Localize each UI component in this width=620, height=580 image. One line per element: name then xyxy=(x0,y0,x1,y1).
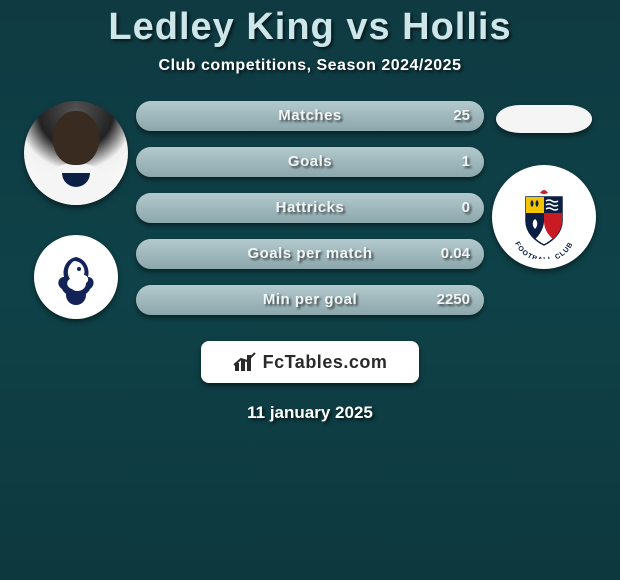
stats-list: Matches25 Goals1 Hattricks0 Goals per match… xyxy=(136,101,484,315)
stat-value-right: 25 xyxy=(453,101,470,131)
left-column xyxy=(16,101,136,319)
stat-label: Hattricks xyxy=(136,193,484,223)
club2-logo: TAMWORTH FOOTBALL CLUB xyxy=(492,165,596,269)
player2-avatar xyxy=(496,105,592,133)
svg-text:TAMWORTH: TAMWORTH xyxy=(512,175,576,177)
main-row: Matches25 Goals1 Hattricks0 Goals per match… xyxy=(0,101,620,319)
bar-chart-icon xyxy=(233,351,257,373)
stat-value-right: 0.04 xyxy=(441,239,470,269)
stat-row: Min per goal2250 xyxy=(136,285,484,315)
page-title: Ledley King vs Hollis xyxy=(108,6,511,49)
stat-label: Min per goal xyxy=(136,285,484,315)
page-root: Ledley King vs Hollis Club competitions,… xyxy=(0,0,620,580)
stat-row: Goals1 xyxy=(136,147,484,177)
tamworth-crest-icon: TAMWORTH FOOTBALL CLUB xyxy=(504,175,584,259)
stat-label: Goals per match xyxy=(136,239,484,269)
stat-row: Matches25 xyxy=(136,101,484,131)
club1-logo xyxy=(34,235,118,319)
stat-value-right: 1 xyxy=(462,147,470,177)
stat-label: Matches xyxy=(136,101,484,131)
brand-text: FcTables.com xyxy=(263,352,388,373)
stat-row: Hattricks0 xyxy=(136,193,484,223)
stat-value-right: 2250 xyxy=(437,285,470,315)
date-text: 11 january 2025 xyxy=(247,403,373,423)
player1-avatar xyxy=(24,101,128,205)
stat-row: Goals per match0.04 xyxy=(136,239,484,269)
cockerel-icon xyxy=(46,247,106,307)
stat-label: Goals xyxy=(136,147,484,177)
stat-value-right: 0 xyxy=(462,193,470,223)
right-column: TAMWORTH FOOTBALL CLUB xyxy=(484,101,604,269)
page-subtitle: Club competitions, Season 2024/2025 xyxy=(159,57,462,75)
brand-card: FcTables.com xyxy=(201,341,419,383)
